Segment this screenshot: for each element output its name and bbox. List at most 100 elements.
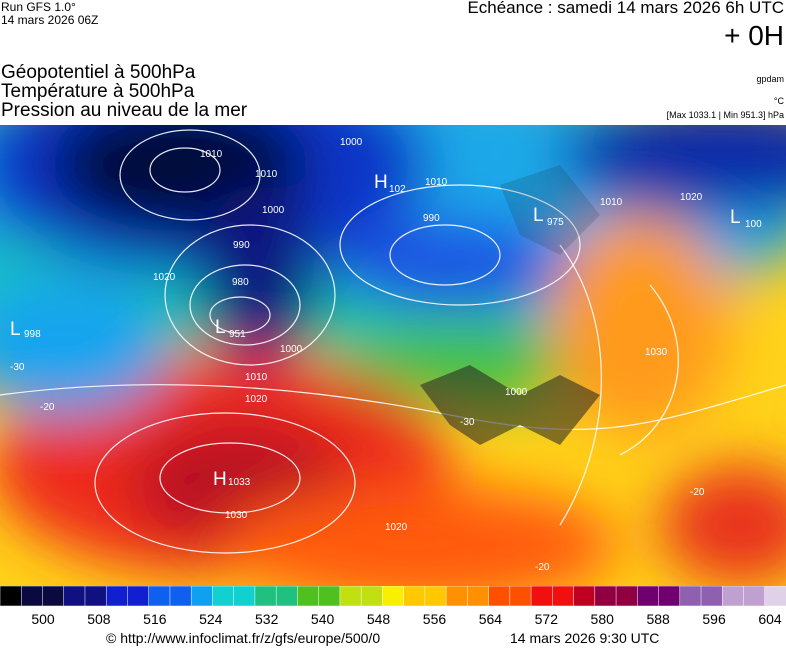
color-swatch [233, 586, 256, 607]
color-swatch [488, 586, 511, 607]
isobar-label: 1000 [280, 344, 303, 355]
isobar-label: 990 [233, 240, 250, 251]
echeance: Echéance : samedi 14 mars 2026 6h UTC [467, 0, 784, 17]
color-swatch [509, 586, 532, 607]
isobar-label: 980 [232, 277, 249, 288]
isobar-label: 1000 [505, 387, 528, 398]
color-swatch [339, 586, 362, 607]
pressure-value: 102 [389, 184, 406, 195]
colorbar-label: 508 [87, 611, 111, 627]
color-swatch [84, 586, 107, 607]
title: Géopotentiel à 500hPa [1, 62, 196, 83]
pressure-center: L [10, 319, 21, 340]
color-swatch [148, 586, 171, 607]
colorbar-label: 588 [646, 611, 670, 627]
pressure-value: 1033 [228, 477, 251, 488]
isobar-label: -20 [690, 487, 705, 498]
isobar-label: -30 [460, 417, 475, 428]
isobar-label: 1010 [600, 197, 623, 208]
isobar-label: 1020 [153, 272, 176, 283]
color-swatch [764, 586, 786, 607]
unit: gpdam [756, 74, 784, 84]
color-swatch [573, 586, 596, 607]
footer-date: 14 mars 2026 9:30 UTC [510, 630, 660, 646]
isobar-label: -20 [535, 562, 550, 573]
color-swatch [275, 586, 299, 607]
color-swatch [552, 586, 575, 607]
isobar-label: 1020 [385, 522, 408, 533]
color-swatch [318, 586, 341, 607]
color-swatch [105, 586, 129, 607]
colorbar-label: 596 [702, 611, 726, 627]
color-swatch [63, 586, 86, 607]
source-url: © http://www.infoclimat.fr/z/gfs/europe/… [106, 630, 381, 646]
color-swatch [190, 586, 214, 607]
colorbar-label: 500 [31, 611, 55, 627]
colorbar-label: 524 [199, 611, 223, 627]
isobar-label: 1010 [425, 177, 448, 188]
color-swatch [637, 586, 660, 607]
isobar-label: 1020 [245, 394, 268, 405]
colorbar-label: 564 [479, 611, 503, 627]
isobar-label: 1030 [225, 510, 248, 521]
pressure-center: L [533, 205, 544, 226]
unit: [Max 1033.1 | Min 951.3] hPa [666, 110, 784, 120]
pressure-center: H [374, 172, 388, 193]
colorbar-label: 548 [367, 611, 391, 627]
color-swatch [127, 586, 150, 607]
color-swatch [20, 586, 44, 607]
color-swatch [658, 586, 681, 607]
color-swatch [700, 586, 724, 607]
color-swatch [615, 586, 639, 607]
pressure-value: 998 [24, 329, 41, 340]
color-swatch [360, 586, 384, 607]
color-swatch [0, 586, 22, 607]
colorbar-label: 540 [311, 611, 335, 627]
color-swatch [382, 586, 405, 607]
isobar-label: -20 [40, 402, 55, 413]
title: Température à 500hPa [1, 81, 195, 102]
colorbar-label: 572 [535, 611, 559, 627]
color-swatch [42, 586, 65, 607]
colorbar-label: 604 [758, 611, 782, 627]
isobar-label: 1010 [245, 372, 268, 383]
title: Pression au niveau de la mer [1, 100, 248, 121]
colorbar-label: 516 [143, 611, 167, 627]
color-swatch [679, 586, 702, 607]
pressure-center: L [215, 317, 226, 338]
color-swatch [403, 586, 426, 607]
color-swatch [254, 586, 277, 607]
color-swatch [743, 586, 766, 607]
run: Run GFS 1.0° [1, 0, 76, 14]
unit: °C [773, 96, 784, 106]
pressure-value: 975 [547, 217, 564, 228]
isobar-label: 990 [423, 213, 440, 224]
color-swatch [424, 586, 447, 607]
pressure-value: 951 [229, 329, 246, 340]
isobar-label: 1010 [255, 169, 278, 180]
colorbar: 500 508 516 524 532 540 548 556 564 572 580 588 596 6… [0, 586, 786, 627]
isobar-label: 1000 [340, 137, 363, 148]
color-swatch [169, 586, 192, 607]
color-swatch [722, 586, 745, 607]
colorbar-label: 532 [255, 611, 279, 627]
color-swatch [530, 586, 554, 607]
run-date: 14 mars 2026 06Z [1, 13, 99, 27]
isobar-label: 1020 [680, 192, 703, 203]
colorbar-label: 580 [591, 611, 615, 627]
isobar-label: 1010 [200, 149, 223, 160]
isobar-label: 1030 [645, 347, 668, 358]
colorbar-label: 556 [423, 611, 447, 627]
pressure-center: L [730, 207, 741, 228]
color-swatch [467, 586, 490, 607]
color-swatch [594, 586, 617, 607]
lead-time: + 0H [724, 20, 784, 51]
isobar-label: 1000 [262, 205, 285, 216]
map: H 1033 L 951 L 998 L 975 H 102 L 100 101… [0, 125, 786, 586]
isobar-label: -30 [10, 362, 25, 373]
color-swatch [297, 586, 320, 607]
pressure-value: 100 [745, 219, 762, 230]
color-swatch [212, 586, 235, 607]
color-swatch [445, 586, 469, 607]
